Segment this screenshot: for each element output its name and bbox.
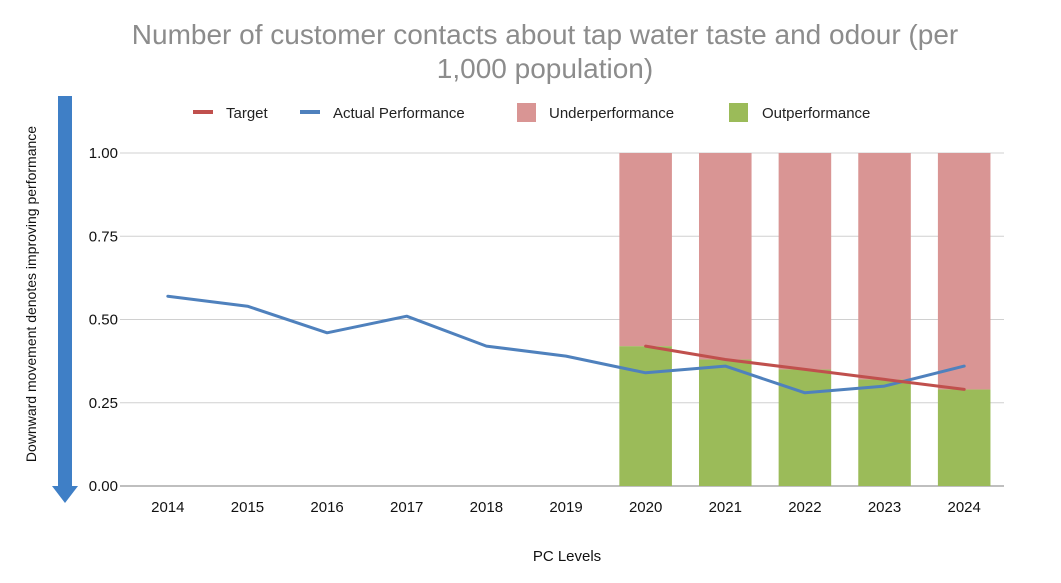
legend-swatch-target [193,110,213,114]
series-line-actual-performance [166,294,966,395]
side-label: Downward movement denotes improving perf… [23,126,39,462]
x-tick-label: 2019 [549,499,582,516]
downward-arrow-shaft [58,96,72,486]
legend-swatch-actual [300,110,320,114]
chart-title-line-2: 1,000 population) [437,53,653,84]
x-tick-label: 2017 [390,499,423,516]
gridlines [120,152,1004,487]
bar-outperformance [778,369,832,486]
y-tick-label: 0.00 [89,478,118,495]
x-tick-label: 2022 [788,499,821,516]
legend-label-target: Target [226,105,269,122]
x-tick-label: 2014 [151,499,184,516]
y-tick-label: 0.75 [89,228,118,245]
legend-label-underperformance: Underperformance [549,105,674,122]
x-tick-label: 2018 [470,499,503,516]
y-tick-labels: 0.00 0.25 0.50 0.75 1.00 [89,145,118,495]
bar-underperformance [778,153,832,370]
x-axis-title: PC Levels [533,548,601,565]
bar-underperformance [858,153,911,380]
bar-underperformance [619,153,672,347]
x-tick-label: 2020 [629,499,662,516]
bar-underperformance [937,153,991,390]
x-tick-label: 2024 [947,499,980,516]
bar-outperformance [937,389,991,486]
legend: Target Actual Performance Underperforman… [193,103,870,122]
legend-label-outperformance: Outperformance [762,105,870,122]
bar-outperformance [698,359,752,486]
series-lines [166,294,966,395]
x-tick-label: 2015 [231,499,264,516]
x-tick-labels: 2014 2015 2016 2017 2018 2019 2020 2021 2022 2023… [151,499,981,516]
legend-swatch-outperformance [729,103,748,122]
chart-title-line-1: Number of customer contacts about tap wa… [132,19,958,50]
x-tick-label: 2023 [868,499,901,516]
legend-label-actual: Actual Performance [333,105,465,122]
y-tick-label: 0.25 [89,395,118,412]
downward-arrow-head [52,486,78,503]
x-tick-label: 2016 [310,499,343,516]
bar-outperformance [858,379,911,486]
y-tick-label: 0.50 [89,312,118,329]
bar-outperformance [619,346,672,486]
x-tick-label: 2021 [709,499,742,516]
bar-underperformance [698,153,752,360]
y-tick-label: 1.00 [89,145,118,162]
legend-swatch-underperformance [517,103,536,122]
downward-arrow [52,96,78,503]
series-line-target [644,344,966,391]
